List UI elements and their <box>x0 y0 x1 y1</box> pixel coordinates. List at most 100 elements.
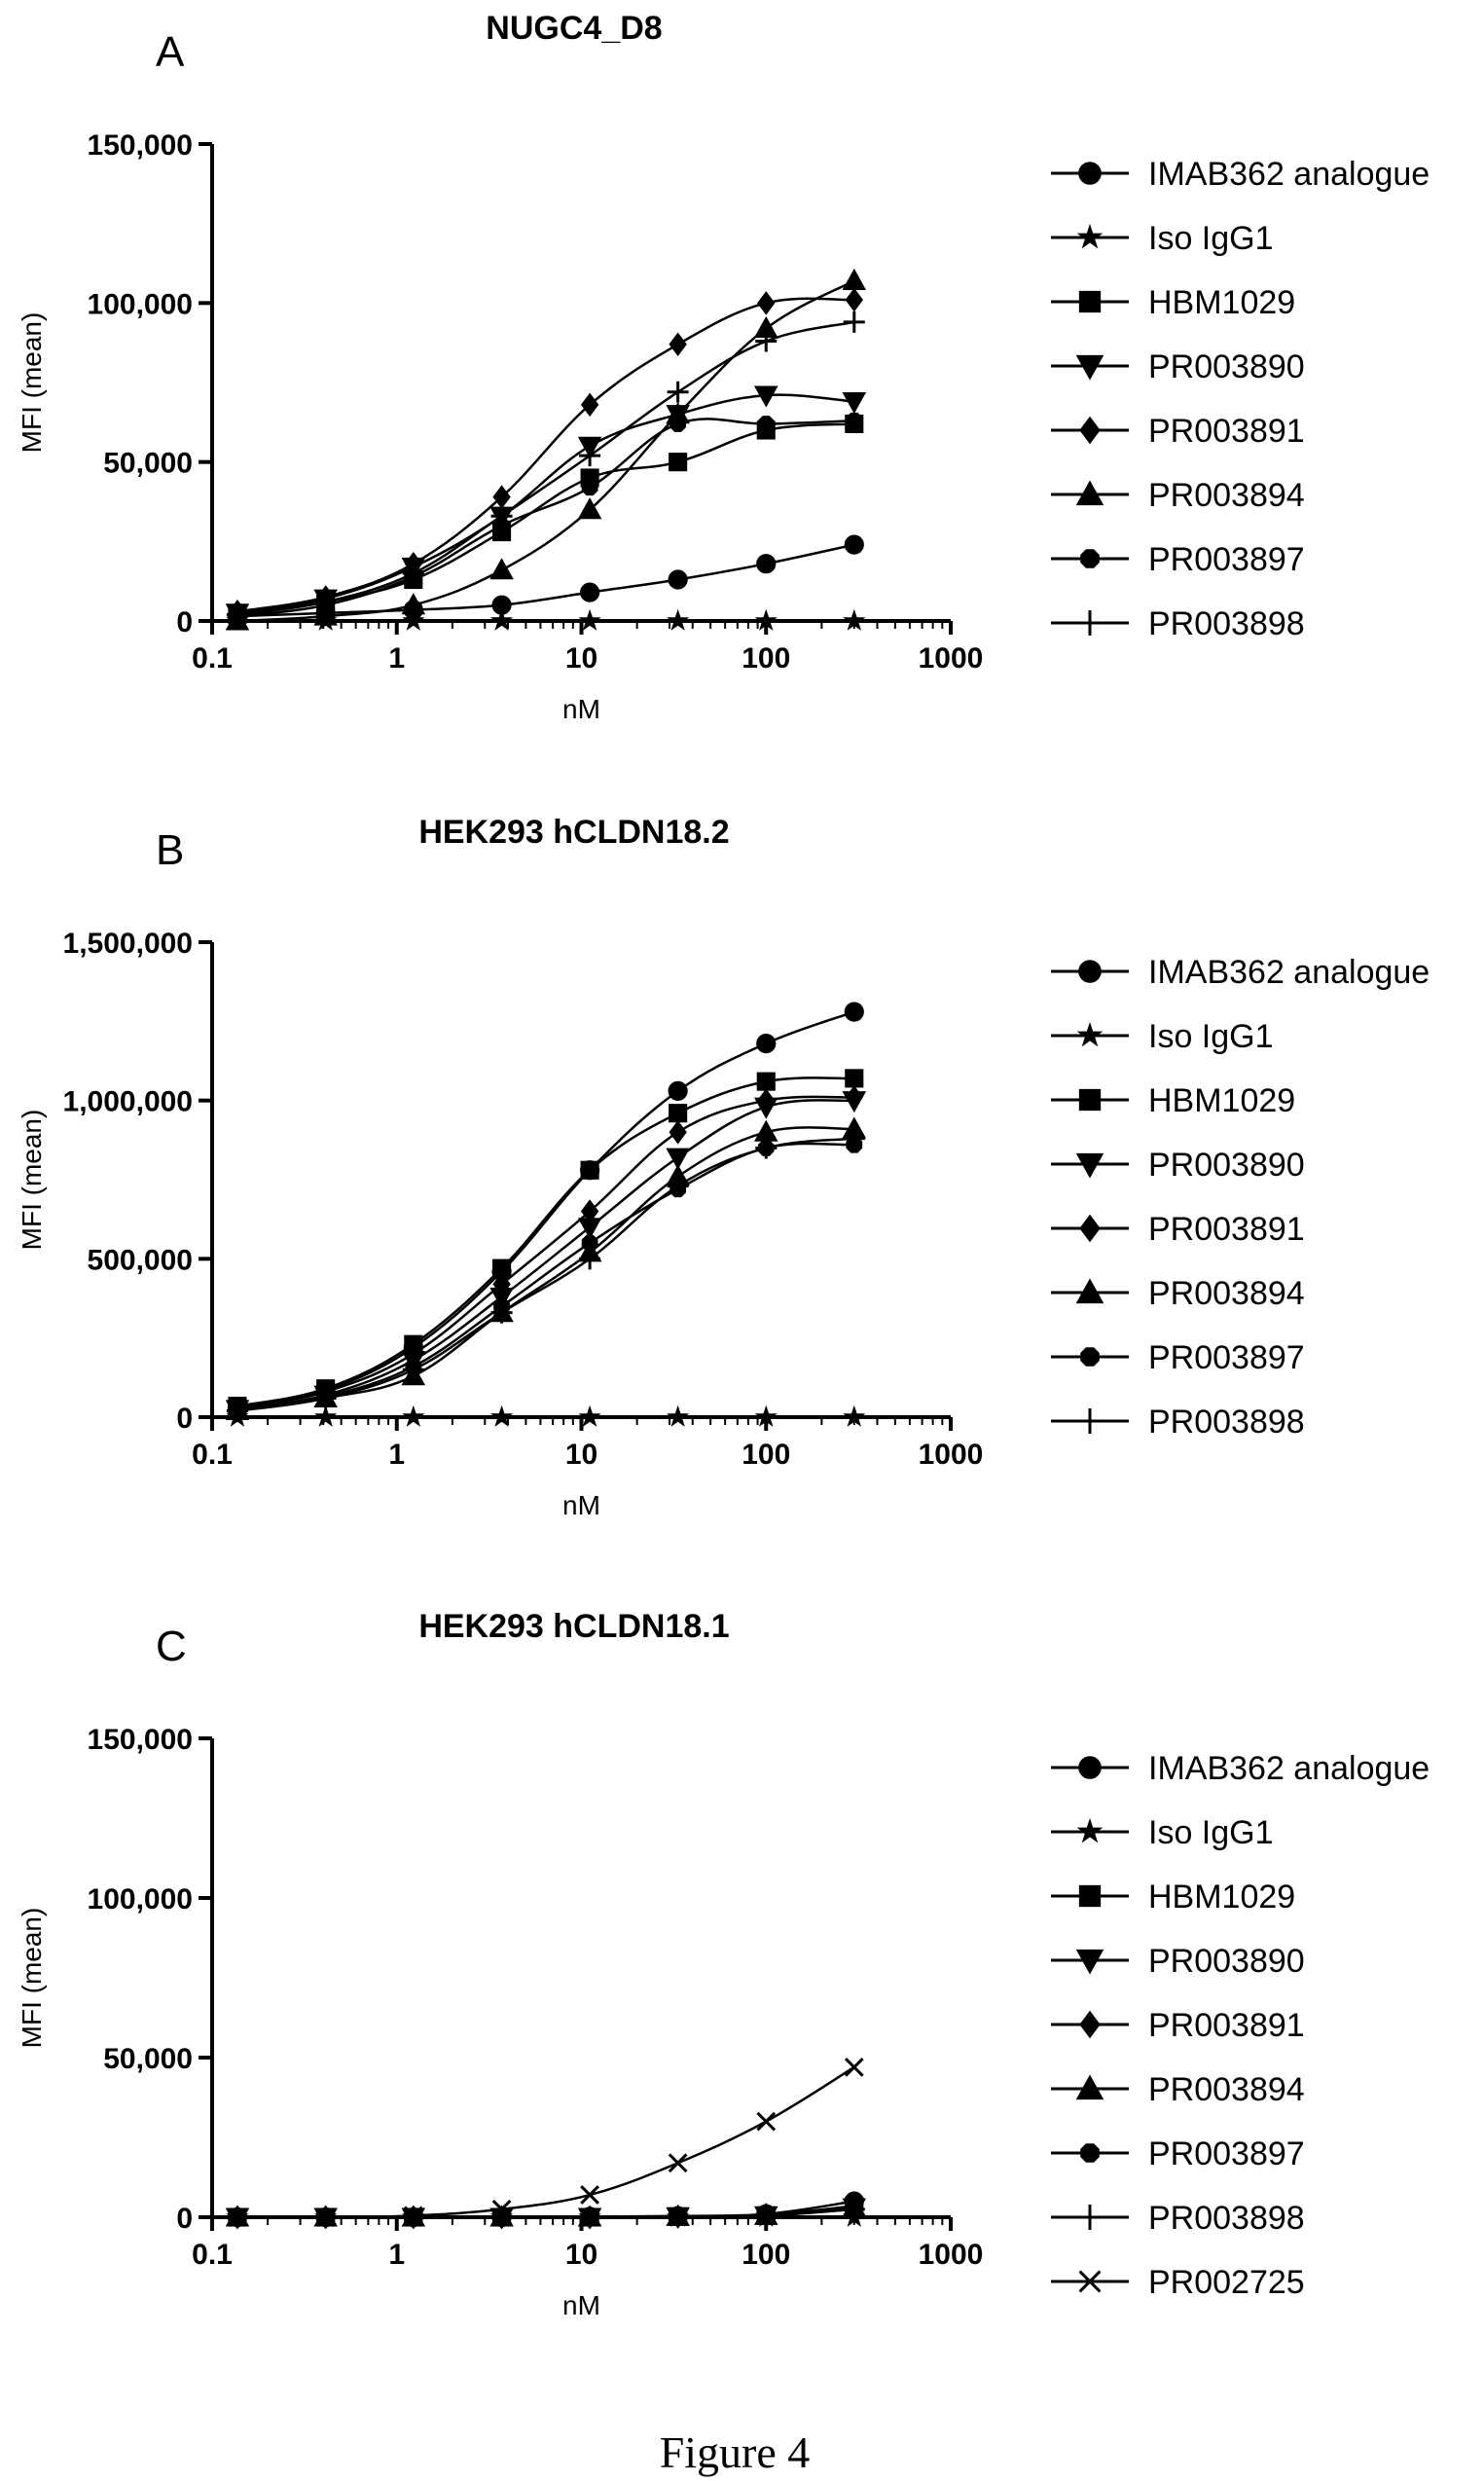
legend-label: IMAB362 analogue <box>1148 156 1430 193</box>
panel-b-series-imab362-analogue <box>227 1002 864 1418</box>
legend-label: PR003890 <box>1148 1943 1305 1980</box>
data-point <box>402 608 425 631</box>
panel-b-series-pr003894 <box>225 1116 867 1421</box>
legend-label: PR003894 <box>1148 2071 1305 2108</box>
data-point <box>581 479 598 496</box>
data-point <box>754 1405 778 1427</box>
series-line <box>236 1076 854 1407</box>
data-point <box>490 1301 513 1324</box>
legend-label: PR002725 <box>1148 2264 1305 2301</box>
data-point <box>845 1069 864 1088</box>
series-line <box>236 297 854 613</box>
data-point <box>579 445 601 467</box>
legend-marker <box>1078 162 1102 185</box>
panel-c-letter: C <box>156 1623 187 1670</box>
series-line <box>236 393 854 615</box>
legend-marker <box>1078 1088 1102 1112</box>
panel-a-x-axis-label: nM <box>562 694 600 724</box>
data-point <box>402 1405 425 1427</box>
panel-c-x-tick-label: 1000 <box>919 2239 984 2271</box>
legend-marker <box>1078 290 1102 313</box>
data-point <box>580 1199 599 1223</box>
data-point <box>757 416 775 432</box>
panel-c-y-tick-label: 150,000 <box>88 1724 193 1756</box>
panel-b-series-iso-igg1 <box>226 1405 866 1427</box>
data-point <box>845 287 863 312</box>
legend-marker <box>1077 2205 1103 2230</box>
data-point <box>666 1148 690 1170</box>
data-point <box>844 534 864 555</box>
panel-b-x-tick-label: 100 <box>742 1439 790 1471</box>
panel-b-y-tick-label: 0 <box>176 1403 193 1435</box>
legend-label: IMAB362 analogue <box>1148 1750 1430 1787</box>
data-point <box>842 268 867 291</box>
data-point <box>577 497 602 520</box>
panel-b-y-tick-label: 1,500,000 <box>63 928 193 960</box>
series-line <box>236 2065 855 2219</box>
data-point <box>756 2111 777 2132</box>
legend-label: PR003890 <box>1148 1147 1305 1184</box>
chart-panel-a: A NUGC4_D8 0 50,000 100,000 150,000 0.1 1 10 100 1… <box>17 10 1430 724</box>
data-point <box>403 2206 423 2226</box>
panel-b-x-axis-label: nM <box>562 1490 600 1520</box>
data-point <box>843 1405 866 1427</box>
legend-label: IMAB362 analogue <box>1148 954 1430 991</box>
panel-a-x-tick-label: 10 <box>565 642 597 675</box>
panel-c-x-tick-label: 0.1 <box>192 2239 233 2271</box>
legend-marker <box>1075 1949 1104 1975</box>
data-point <box>402 1359 424 1381</box>
legend-label: Iso IgG1 <box>1148 1814 1274 1851</box>
legend-label: PR003894 <box>1148 1275 1305 1312</box>
data-point <box>843 608 866 631</box>
panel-a-y-tick-label: 100,000 <box>88 288 193 320</box>
legend-marker <box>1076 1817 1104 1843</box>
data-point <box>489 608 514 631</box>
data-point <box>756 1072 776 1091</box>
data-point <box>844 2057 864 2077</box>
data-point <box>666 1405 690 1427</box>
data-point <box>754 608 778 631</box>
panel-a-x-tick-label: 1 <box>388 642 405 675</box>
data-point <box>755 2205 778 2227</box>
data-point <box>755 330 778 352</box>
data-point <box>492 485 511 509</box>
data-point <box>667 1175 689 1197</box>
series-line <box>236 1010 855 1409</box>
legend-marker <box>1080 2143 1100 2163</box>
legend-label: PR003897 <box>1148 541 1305 578</box>
data-point <box>580 392 599 418</box>
data-point <box>753 385 778 408</box>
legend-label: PR003898 <box>1148 1404 1305 1441</box>
panel-c-x-tick-label: 100 <box>742 2239 790 2271</box>
data-point <box>756 554 777 574</box>
panel-c-y-tick-label: 50,000 <box>103 2043 193 2075</box>
legend-marker <box>1078 960 1102 983</box>
panel-c-y-axis-label: MFI (mean) <box>17 1908 47 2049</box>
panel-b-title: HEK293 hCLDN18.2 <box>418 814 729 851</box>
data-point <box>578 1405 601 1427</box>
panel-a-y-axis-label: MFI (mean) <box>17 312 47 454</box>
legend-marker <box>1078 1884 1102 1908</box>
data-point <box>669 453 688 472</box>
data-point <box>401 593 426 615</box>
data-point <box>402 563 424 584</box>
legend-marker <box>1075 1278 1104 1304</box>
legend-label: PR003897 <box>1148 1339 1305 1376</box>
panel-b-series-hbm1029 <box>228 1069 864 1416</box>
data-point <box>666 608 690 631</box>
panel-b-x-tick-label: 1 <box>388 1439 405 1471</box>
legend-marker <box>1075 480 1104 506</box>
panel-b-x-tick-label: 0.1 <box>192 1439 233 1471</box>
panel-c-title: HEK293 hCLDN18.1 <box>418 1608 729 1645</box>
legend-marker <box>1078 1756 1102 1779</box>
data-point <box>668 1080 688 1102</box>
legend-label: HBM1029 <box>1148 1879 1295 1915</box>
panel-a-x-tick-label: 100 <box>742 642 790 675</box>
panel-b-letter: B <box>156 826 184 874</box>
legend-marker <box>1080 549 1100 568</box>
data-point <box>580 2185 599 2205</box>
legend-label: PR003891 <box>1148 1211 1305 1248</box>
series-line <box>236 418 854 618</box>
legend-label: Iso IgG1 <box>1148 1018 1274 1055</box>
panel-a-x-tick-label: 0.1 <box>192 642 233 675</box>
